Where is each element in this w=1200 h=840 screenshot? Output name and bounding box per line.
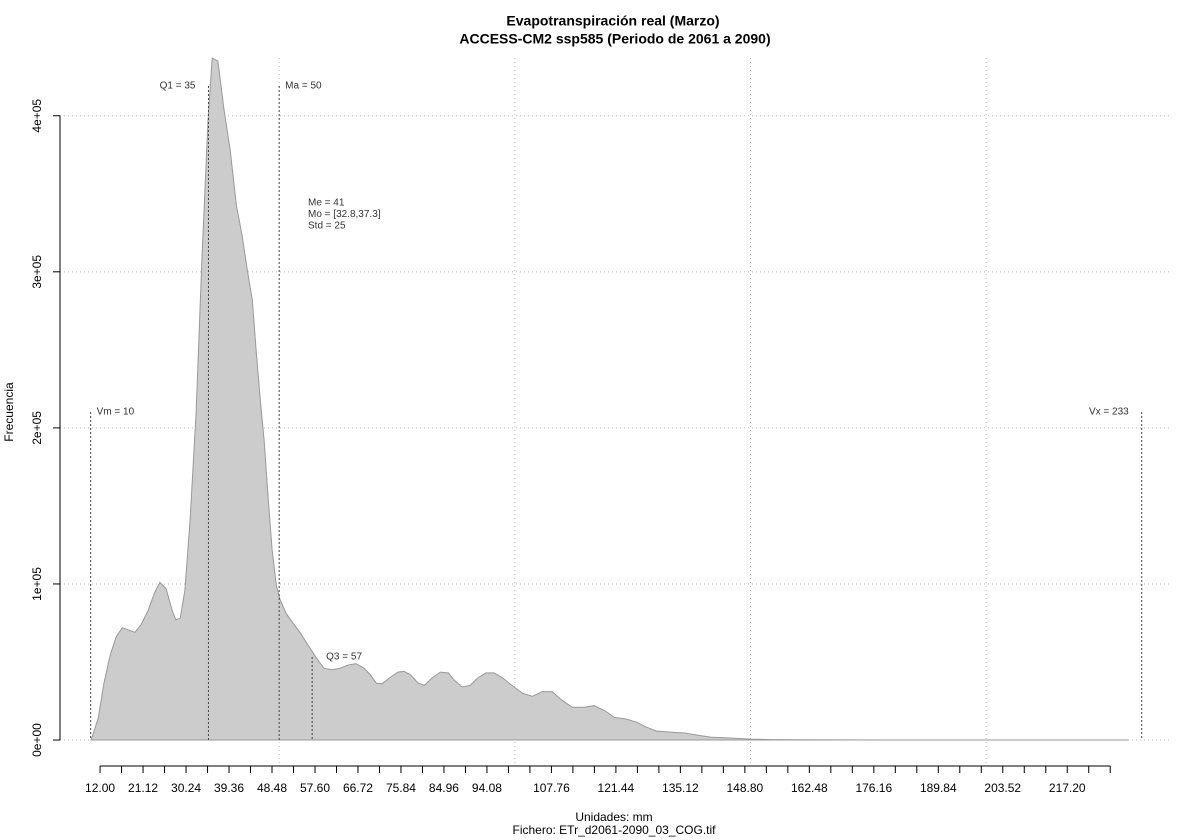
x-tick-label: 107.76 [533,781,570,795]
x-tick-label: 39.36 [214,781,244,795]
x-tick-label: 30.24 [171,781,201,795]
stat-label: Me = 41 [308,198,345,209]
x-axis-label: Unidades: mm [575,810,652,824]
y-tick-label: 1e+05 [30,567,44,601]
x-tick-label: 217.20 [1049,781,1086,795]
x-tick-label: 189.84 [920,781,957,795]
x-tick-label: 148.80 [727,781,764,795]
marker-label: Q1 = 35 [160,81,196,92]
marker-label: Ma = 50 [285,81,322,92]
density-area [90,57,1130,741]
x-tick-label: 48.48 [257,781,287,795]
marker-label: Q3 = 57 [326,652,362,663]
x-tick-label: 21.12 [128,781,158,795]
x-tick-label: 135.12 [662,781,699,795]
x-tick-label: 94.08 [472,781,502,795]
y-axis-label: Frecuencia [2,382,16,442]
marker-label: Vm = 10 [97,407,135,418]
caption: Fichero: ETr_d2061-2090_03_COG.tif [513,823,717,837]
x-tick-label: 75.84 [386,781,416,795]
x-tick-label: 12.00 [85,781,115,795]
y-tick-label: 2e+05 [30,411,44,445]
y-tick-label: 0e+00 [30,723,44,757]
x-tick-label: 176.16 [855,781,892,795]
x-tick-label: 66.72 [343,781,373,795]
y-tick-label: 4e+05 [30,99,44,133]
stat-label: Mo = [32.8,37.3] [308,209,381,220]
stat-label: Std = 25 [308,221,346,232]
x-tick-label: 203.52 [984,781,1021,795]
chart-title: Evapotranspiración real (Marzo) [506,13,719,29]
x-tick-label: 84.96 [429,781,459,795]
x-tick-label: 162.48 [791,781,828,795]
x-tick-label: 121.44 [598,781,635,795]
y-tick-label: 3e+05 [30,255,44,289]
x-tick-label: 57.60 [300,781,330,795]
chart-subtitle: ACCESS-CM2 ssp585 (Periodo de 2061 a 209… [459,31,770,47]
marker-label: Vx = 233 [1089,407,1129,418]
